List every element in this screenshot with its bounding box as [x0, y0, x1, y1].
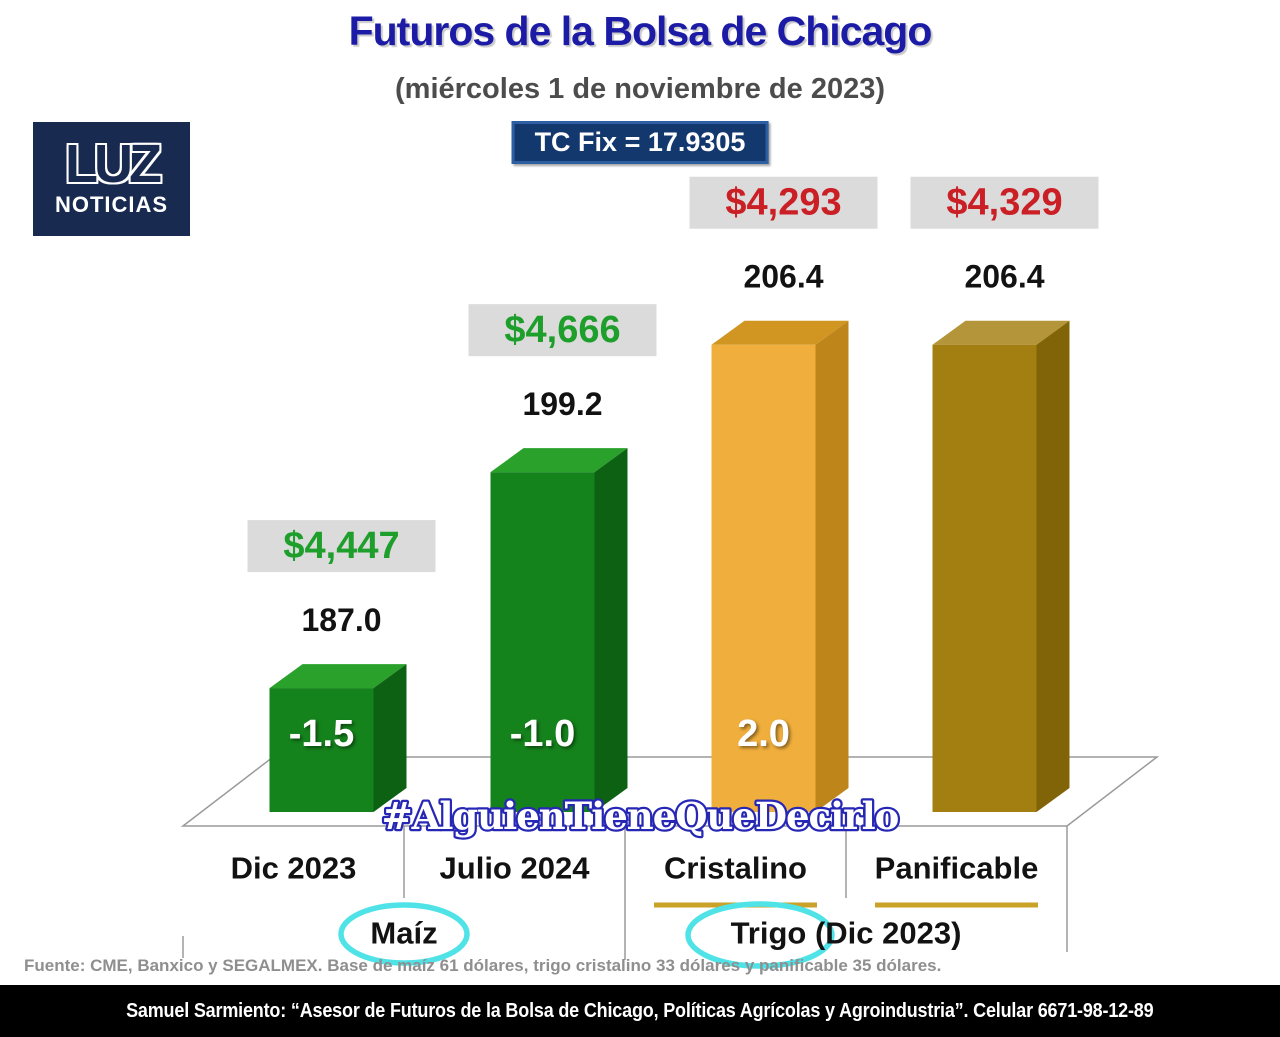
highlight-ellipse-maiz [338, 902, 470, 966]
banner-text: Samuel Sarmiento: “Asesor de Futuros de … [126, 999, 1154, 1022]
value-label: 206.4 [743, 259, 823, 295]
source-note: Fuente: CME, Banxico y SEGALMEX. Base de… [24, 956, 942, 975]
date-subtitle: (miércoles 1 de noviembre de 2023) [395, 73, 885, 105]
watermark-hashtag: #AlguienTieneQueDecirlo [382, 794, 899, 838]
bar-side-face [373, 664, 407, 812]
bar-front-face [269, 688, 374, 812]
bar-top-face [269, 664, 407, 689]
price-label-bg [468, 304, 657, 357]
group-label-trigo: Trigo (Dic 2023) [731, 916, 962, 951]
price-label-bg [247, 520, 436, 573]
bar-group-4: $4,329 206.4 [910, 176, 1099, 812]
price-label-bg [689, 176, 878, 229]
bar-group-1: $4,447 187.0 -1.5 [247, 520, 436, 812]
change-label: 2.0 [737, 713, 790, 755]
category-label-panificable: Panificable [875, 851, 1039, 886]
bar-front-face [932, 344, 1037, 812]
value-label: 199.2 [522, 386, 602, 422]
bar-top-face [711, 320, 849, 345]
bar-top-face [490, 448, 628, 473]
bar-chart: $4,447 187.0 -1.5 $4,666 199.2 -1.0 $4,293 206.… [180, 176, 1160, 969]
bar-group-2: $4,666 199.2 -1.0 [468, 304, 657, 812]
floor-plane [180, 756, 1160, 827]
price-label: $4,666 [504, 309, 620, 351]
page-title: Futuros de la Bolsa de Chicago [348, 8, 933, 54]
price-label: $4,447 [283, 525, 399, 567]
bar-side-face [1036, 320, 1070, 812]
logo-noticias-text: NOTICIAS [54, 191, 169, 217]
bar-side-face [815, 320, 849, 812]
luz-noticias-logo: LUZ NOTICIAS [33, 122, 190, 236]
bar-front-face [711, 344, 816, 812]
category-label-dic-2023: Dic 2023 [231, 851, 357, 886]
bar-side-face [594, 448, 628, 812]
axis-ticks [182, 826, 1068, 960]
change-label: -1.5 [289, 713, 354, 755]
bottom-banner: Samuel Sarmiento: “Asesor de Futuros de … [0, 985, 1280, 1037]
value-label: 187.0 [301, 602, 381, 638]
bar-top-face [932, 320, 1070, 345]
price-label: $4,293 [725, 182, 841, 224]
tc-fix-badge: TC Fix = 17.9305 [511, 121, 769, 164]
logo-luz-text: LUZ [65, 134, 162, 195]
highlight-ellipse-trigo [685, 901, 835, 969]
bars-layer: $4,447 187.0 -1.5 $4,666 199.2 -1.0 $4,293 206.… [247, 176, 1099, 812]
category-label-cristalino: Cristalino [664, 851, 807, 886]
change-label: -1.0 [510, 713, 575, 755]
category-label-julio-2024: Julio 2024 [440, 851, 591, 886]
bar-front-face [490, 472, 595, 812]
group-label-maiz: Maíz [370, 916, 437, 951]
price-label-bg [910, 176, 1099, 229]
value-label: 206.4 [964, 259, 1044, 295]
price-label: $4,329 [946, 182, 1062, 224]
bar-group-3: $4,293 206.4 2.0 [689, 176, 878, 812]
